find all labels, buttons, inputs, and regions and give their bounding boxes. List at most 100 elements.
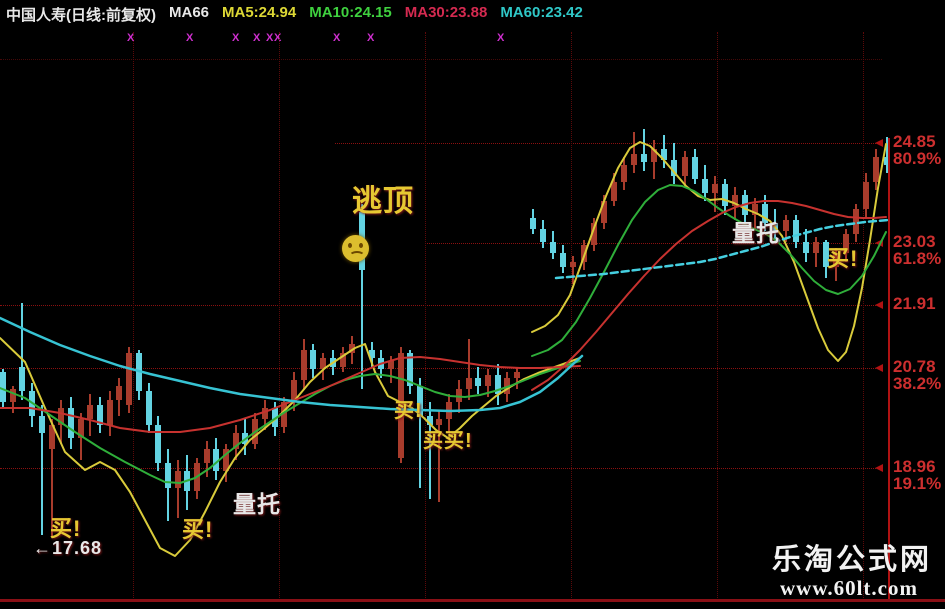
ma60-left-line [0,316,584,413]
candle-body [601,201,607,223]
v-gridline [425,32,426,598]
ma66-label: MA66 [169,4,210,21]
candle-body [591,223,597,245]
candle-body [340,353,346,367]
candle-body [68,408,74,438]
axis-tick-arrow [875,364,883,372]
chart-header: 中国人寿(日线:前复权) MA66 MA5:24.94 MA10:24.15 M… [6,4,583,25]
candle-body [783,220,789,231]
candle-body [146,391,152,425]
candle-body [550,242,556,253]
h-gridline-top [0,59,882,60]
candle-body [320,358,326,369]
fib-percent-label: 80.9% [893,149,942,168]
axis-tick-arrow [875,239,883,247]
candle-wick [516,367,518,389]
price-axis-line [888,138,890,601]
candle-body [641,154,647,162]
candle-body [843,234,849,253]
candle-body [126,353,132,405]
candle-body [87,405,93,419]
watermark-site-name: 乐淘公式网 [772,544,933,576]
candle-body [10,389,16,402]
candle-wick [429,402,431,499]
fib-percent-label: 19.1% [893,474,942,493]
h-gridline [335,143,882,144]
candle-body [155,425,161,463]
fib-percent-label: 38.2% [893,374,942,393]
candle-body [823,242,829,267]
candle-wick [468,339,470,400]
candle-body [514,372,520,378]
signal-x-marker: X [367,32,375,44]
candle-wick [361,204,363,389]
candle-body [281,402,287,427]
candle-body [456,389,462,402]
watermark: 乐淘公式网 www.60lt.com [772,544,932,601]
signal-x-marker: X [274,32,282,44]
price-label: 20.78 [893,357,936,376]
candle-wick [41,405,43,535]
axis-tick-arrow [875,464,883,472]
candle-wick [419,378,421,488]
candle-wick [438,411,440,502]
chart-annotation: 量托 [732,220,780,246]
ma30-right-line [531,200,887,391]
v-gridline [571,32,572,598]
candle-body [388,361,394,369]
ma60-right-line [554,218,890,280]
candle-body [0,372,6,402]
price-label: 18.96 [893,457,936,476]
candle-body [702,179,708,193]
chart-annotation: 量托 [233,491,281,517]
v-gridline [133,32,134,598]
chart-annotation: 买! [394,400,423,422]
candle-body [204,449,210,463]
candle-body [485,375,491,386]
candle-body [369,350,375,358]
candle-body [682,157,688,176]
candle-body [475,378,481,386]
candle-body [813,242,819,253]
candle-wick [572,256,574,284]
candle-body [436,419,442,425]
candle-body [427,416,433,425]
candle-wick [51,419,53,538]
candle-body [417,386,423,416]
price-label: 23.03 [893,232,936,251]
watermark-url: www.60lt.com [780,576,918,600]
candle-body [692,157,698,179]
candle-body [712,184,718,193]
ma5-value: MA5:24.94 [222,4,297,21]
candle-body [762,204,768,223]
ma10-right-line [531,184,887,357]
candle-body [863,182,869,209]
candle-body [19,367,25,391]
candle-body [530,218,536,229]
price-label: 21.91 [893,294,936,313]
candle-body [853,209,859,234]
ma5-right-line [531,141,887,362]
candle-wick [390,356,392,383]
fib-percent-label: 61.8% [893,249,942,268]
candle-body [223,449,229,471]
candle-body [884,157,890,165]
candle-body [651,149,657,162]
h-gridline [0,305,882,306]
candle-body [466,378,472,389]
chart-annotation: 逃顶 [352,185,414,218]
candle-wick [714,176,716,212]
chart-annotation: 买! [827,246,859,271]
candle-body [873,157,879,182]
candle-wick [643,129,645,171]
candle-body [570,262,576,267]
candle-body [116,386,122,400]
candle-body [262,408,268,419]
axis-tick-arrow [875,301,883,309]
v-gridline [717,32,718,598]
ma10-value: MA10:24.15 [309,4,392,21]
candle-wick [177,460,179,518]
candle-body [291,380,297,402]
